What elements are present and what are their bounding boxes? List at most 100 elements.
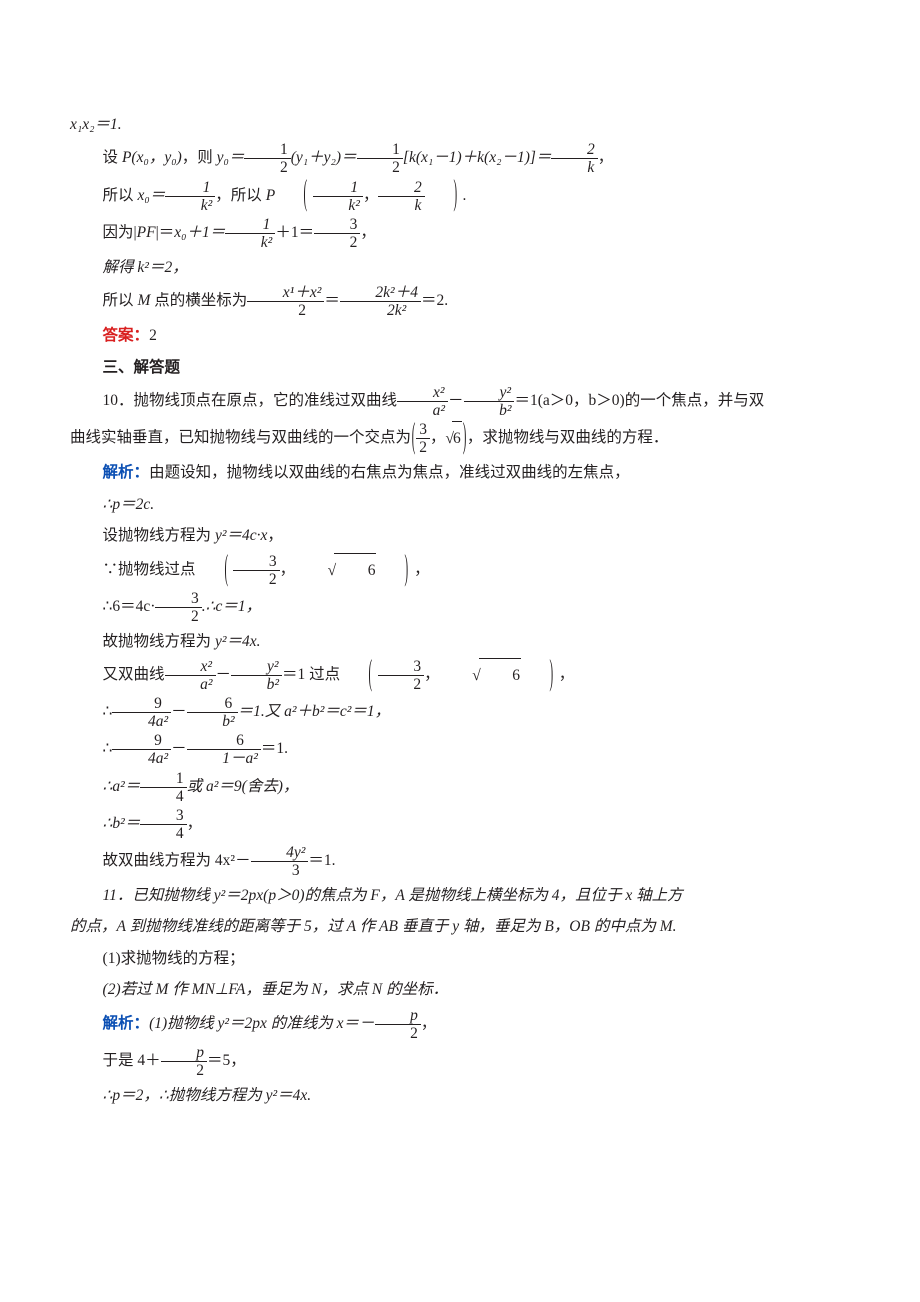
text: y²＝4x. [215, 633, 261, 650]
paren-left: ( [346, 636, 372, 714]
text: 点的横坐标为 [154, 292, 247, 309]
text: ， [360, 224, 376, 241]
num: 3 [155, 590, 201, 608]
den: a² [165, 676, 216, 693]
fraction: 1k² [225, 216, 275, 251]
text: ∵抛物线过点 [103, 561, 196, 578]
prev-pf: 因为|PF|＝x₀＋1＝1k²＋1＝32， [70, 216, 860, 251]
paren-right: ) [527, 636, 553, 714]
text: x₀＝ [137, 187, 165, 204]
num: p [375, 1007, 421, 1025]
text: 又双曲线 [103, 666, 165, 683]
page: x₁x₂＝1. 设 P(x₀，y₀)，则 y₀＝12(y₁＋y₂)＝12[k(x… [0, 0, 920, 1172]
text: 所以 [103, 292, 138, 309]
text: PF [137, 224, 156, 241]
text: 11．已知抛物线 y²＝2px(p＞0)的焦点为 F，A 是抛物线上横坐标为 4… [103, 887, 683, 904]
fraction: 32 [314, 216, 360, 251]
text: M [137, 292, 154, 309]
text: |＝ [156, 224, 175, 241]
q10-sol-3: 设抛物线方程为 y²＝4c·x， [70, 521, 860, 550]
text: 故双曲线方程为 4x²－ [103, 852, 251, 869]
text: ∴6＝4c· [103, 598, 156, 615]
q10-sol-10: ∴a²＝14或 a²＝9(舍去)， [70, 770, 860, 805]
den: k [378, 197, 424, 214]
fraction: x¹＋x²2 [247, 284, 324, 319]
paren-right: ) [462, 399, 466, 477]
text: 设抛物线方程为 [103, 527, 215, 544]
paren-left: ( [281, 156, 307, 234]
text: ， [187, 815, 203, 832]
fraction: 32 [155, 590, 201, 625]
q11-sol-1: 解析：(1)抛物线 y²＝2px 的准线为 x＝－p2， [70, 1007, 860, 1042]
text: ＝1. [261, 741, 288, 758]
fraction: 2k [551, 141, 597, 176]
num: 2 [378, 179, 424, 197]
solution-label: 解析： [103, 1015, 150, 1032]
fraction: 4y²3 [251, 844, 309, 879]
text: ∴b²＝ [103, 815, 141, 832]
sqrt-icon: √6 [445, 421, 461, 456]
q10-sol-6: 故抛物线方程为 y²＝4x. [70, 627, 860, 656]
num: 1 [225, 216, 275, 234]
den: 2k² [340, 302, 421, 319]
den: 4a² [112, 750, 171, 767]
text: ＝5， [207, 1052, 246, 1069]
den: b² [464, 402, 515, 419]
q11-sol-2: 于是 4＋p2＝5， [70, 1044, 860, 1079]
den: 2 [155, 608, 201, 625]
answer-value: 2 [149, 327, 157, 344]
den: 2 [378, 676, 424, 693]
prev-set-p: 设 P(x₀，y₀)，则 y₀＝12(y₁＋y₂)＝12[k(x₁－1)＋k(x… [70, 141, 860, 176]
text: x₁x₂＝1. [70, 116, 122, 133]
fraction: x²a² [397, 384, 448, 419]
text: ＝1. [308, 852, 335, 869]
den: 2 [357, 159, 403, 176]
num: 4y² [251, 844, 309, 862]
text: 解得 k²＝2， [103, 259, 188, 276]
den: 4 [140, 788, 186, 805]
text: ＝1(a＞0，b＞0)的一个焦点，并与双 [514, 392, 764, 409]
text: ，则 [182, 150, 217, 167]
text: ∴ [103, 703, 113, 720]
q10-sol-7: 又双曲线x²a²－y²b²＝1 过点(32，√6)， [70, 658, 860, 693]
fraction: y²b² [464, 384, 515, 419]
num: 2k²＋4 [340, 284, 421, 302]
q11-sol-3: ∴p＝2，∴抛物线方程为 y²＝4x. [70, 1081, 860, 1110]
answer-label: 答案： [103, 327, 150, 344]
den: k² [165, 197, 215, 214]
fraction: p2 [375, 1007, 421, 1042]
text: ，求抛物线与双曲线的方程． [467, 429, 669, 446]
num: 6 [187, 732, 261, 750]
prev-solve-k: 解得 k²＝2， [70, 253, 860, 282]
den: 4 [140, 825, 186, 842]
den: b² [187, 713, 238, 730]
num: 9 [112, 732, 171, 750]
fraction: y²b² [231, 658, 282, 693]
num: p [161, 1044, 207, 1062]
q10-sol-4: ∵抛物线过点(32，√6)， [70, 553, 860, 588]
text: ＝2. [421, 292, 448, 309]
num: 3 [378, 658, 424, 676]
q10-stem-2: 曲线实轴垂直，已知抛物线与双曲线的一个交点为(32，√6)，求抛物线与双曲线的方… [70, 421, 860, 456]
paren-left: ( [201, 530, 227, 608]
text: 于是 4＋ [103, 1052, 161, 1069]
text: y₀＝ [217, 150, 245, 167]
text: . [462, 187, 466, 204]
prev-so-x0: 所以 x₀＝1k²，所以 P(1k²，2k). [70, 179, 860, 214]
text: ＝1 过点 [282, 666, 340, 683]
num: 3 [314, 216, 360, 234]
fraction: 1k² [165, 179, 215, 214]
text: 因为| [103, 224, 137, 241]
fraction: 2k²＋42k² [340, 284, 421, 319]
paren-right: ) [382, 530, 408, 608]
fraction: 2k [378, 179, 424, 214]
text: 曲线实轴垂直，已知抛物线与双曲线的一个交点为 [70, 429, 411, 446]
text: P [266, 187, 275, 204]
fraction: 32 [416, 421, 430, 456]
text: 故抛物线方程为 [103, 633, 215, 650]
q11-stem-1: 11．已知抛物线 y²＝2px(p＞0)的焦点为 F，A 是抛物线上横坐标为 4… [70, 881, 860, 910]
text: (2)若过 M 作 MN⊥FA，垂足为 N，求点 N 的坐标． [103, 981, 449, 998]
text: 设 [103, 150, 122, 167]
radicand: 6 [452, 421, 462, 456]
radicand: 6 [479, 658, 521, 693]
